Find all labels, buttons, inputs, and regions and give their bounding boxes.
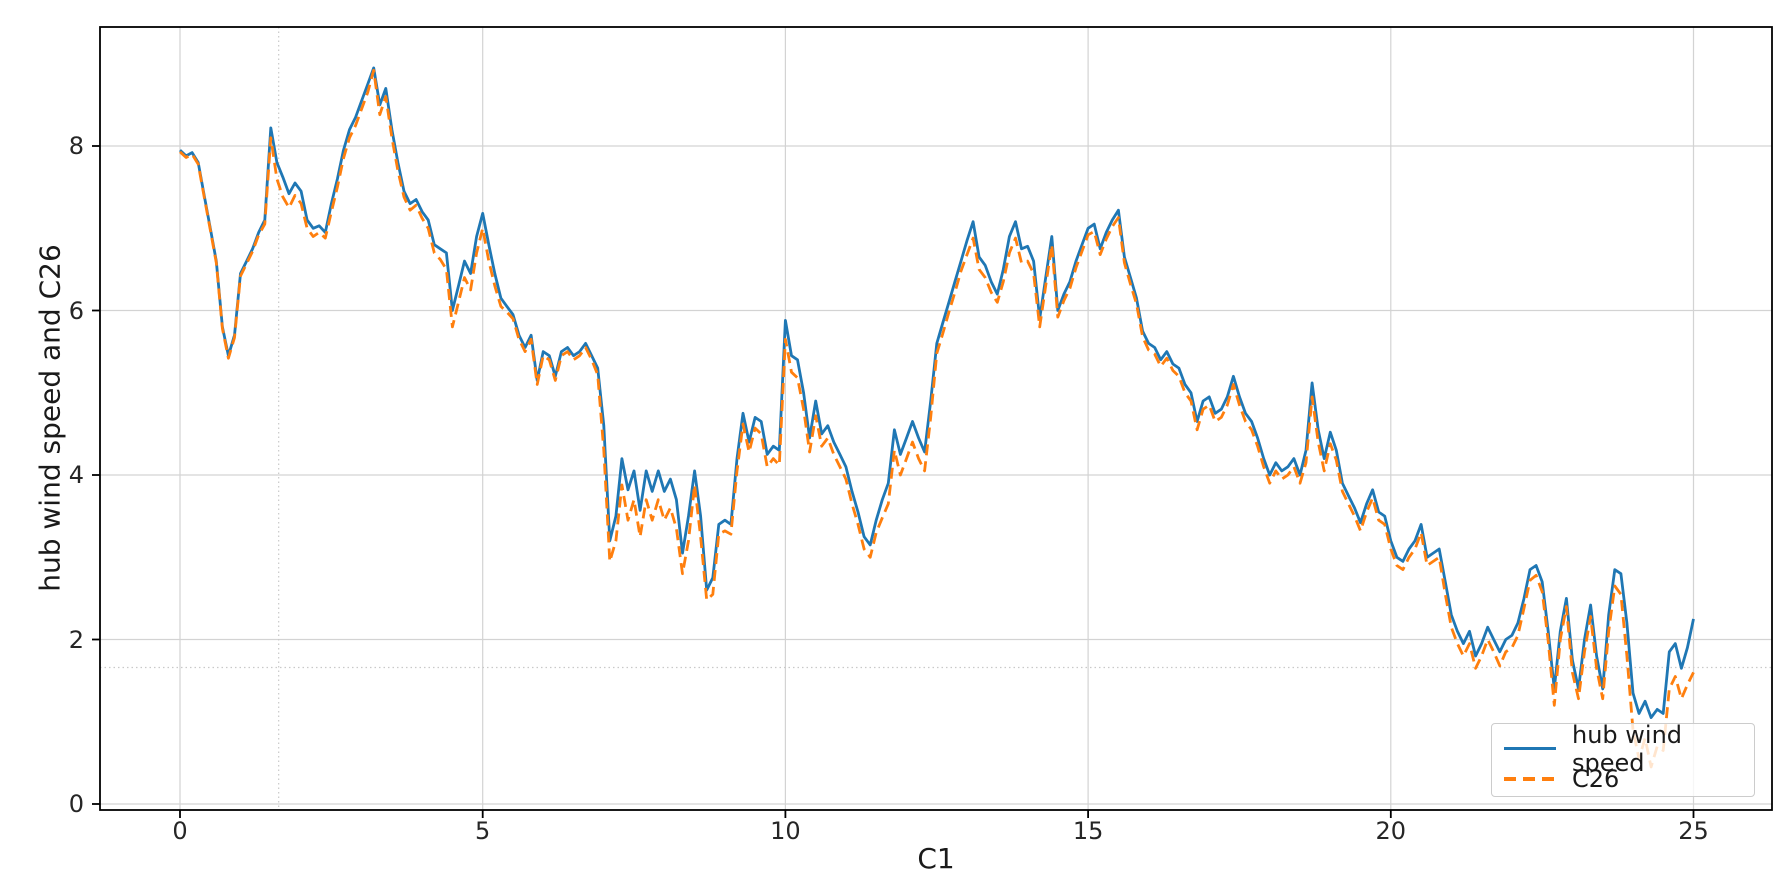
x-tick-label: 15 — [1072, 817, 1104, 845]
legend-label: hub wind speed — [1572, 720, 1683, 777]
legend-entry-hub-wind-speed: hub wind speed — [1504, 721, 1740, 777]
series-c26-line — [179, 68, 1695, 769]
series-hub-wind-speed-line — [179, 66, 1695, 719]
x-tick-label: 20 — [1375, 817, 1407, 845]
x-tick-label: 5 — [475, 817, 491, 845]
y-tick-label: 4 — [68, 461, 84, 489]
y-tick-label: 6 — [68, 296, 84, 325]
y-axis-label: hub wind speed and C26 — [33, 244, 67, 592]
x-tick-label: 0 — [172, 817, 188, 845]
axes-spines — [99, 26, 1773, 811]
x-tick-label: 10 — [770, 817, 801, 845]
legend-line-sample-solid-blue-icon — [1504, 746, 1556, 751]
legend-label: C26 — [1572, 765, 1620, 793]
y-tick-label: 2 — [68, 625, 84, 654]
legend-entry-c26: C26 — [1504, 765, 1740, 793]
y-tick-label: 0 — [68, 790, 84, 818]
legend-line-sample-dashed-orange-icon — [1504, 777, 1556, 781]
x-axis-label: C1 — [917, 842, 955, 875]
x-tick-label: 25 — [1678, 817, 1709, 845]
legend: hub wind speed C26 — [1491, 721, 1755, 797]
y-tick-label: 8 — [68, 132, 84, 160]
